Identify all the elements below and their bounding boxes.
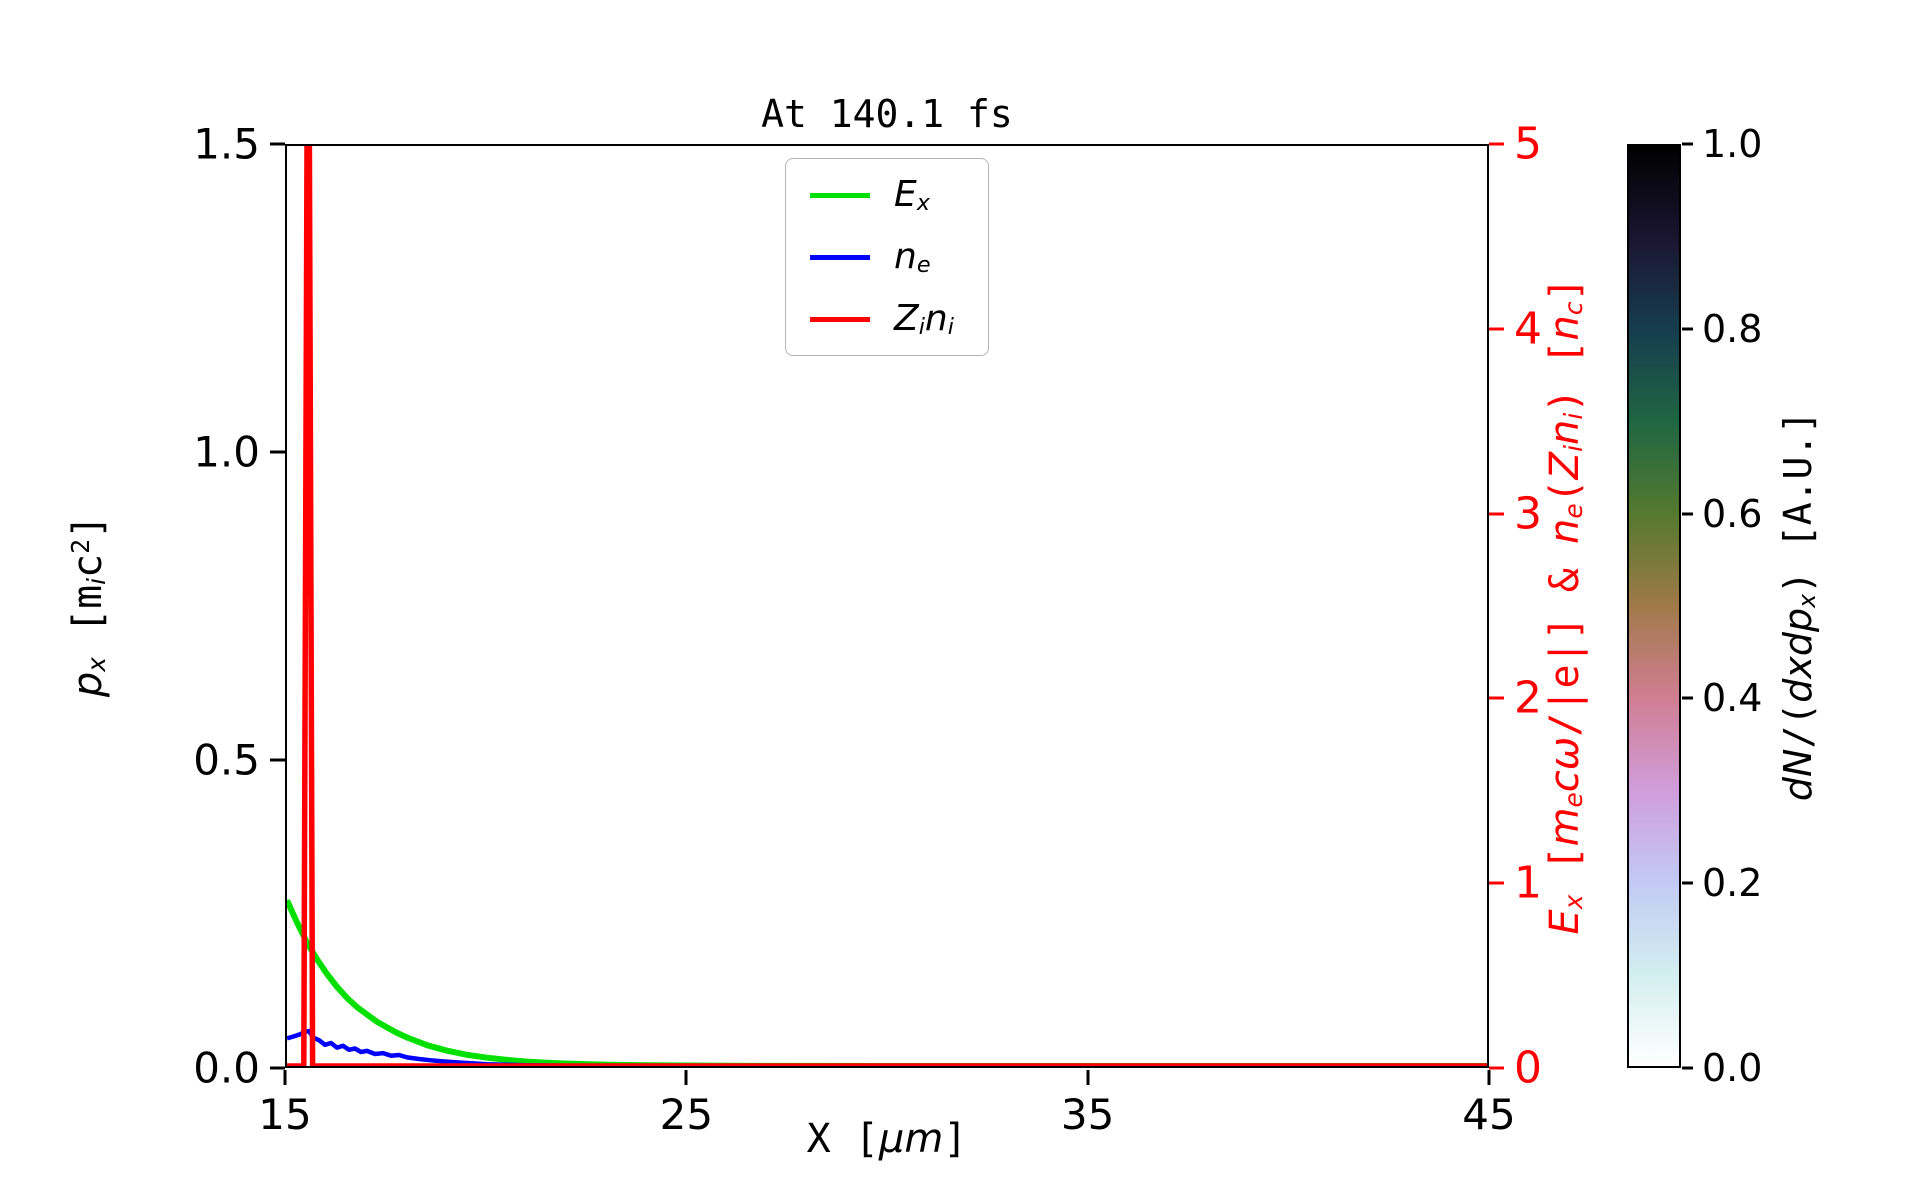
label-segment: e <box>916 252 931 279</box>
tick-mark <box>270 142 285 146</box>
legend-label: Zini <box>894 298 954 341</box>
legend-item-Ex: Ex <box>810 174 954 217</box>
label-segment: μ <box>878 1116 905 1162</box>
label-segment: [A.U.] <box>1776 410 1820 572</box>
tick-label: 4 <box>1514 303 1542 355</box>
label-segment: m <box>65 584 111 609</box>
tick-label: 15 <box>258 1090 312 1139</box>
label-segment: /( <box>1776 702 1820 749</box>
tick-mark <box>1682 327 1693 331</box>
series-line-Ex <box>287 899 1487 1066</box>
plot-area: Ex ne Zini <box>285 144 1489 1068</box>
legend-line-sample <box>810 192 871 198</box>
legend-line-sample <box>810 316 871 322</box>
label-segment: x <box>1776 656 1820 679</box>
tick-mark <box>1489 696 1504 700</box>
label-segment: X [ <box>806 1116 879 1162</box>
y-axis-left-ticks: 0.0 0.5 1.0 1.5 <box>125 120 285 1093</box>
tick-label: 0.0 <box>1702 1046 1763 1090</box>
legend-line-sample <box>810 254 871 260</box>
tick-mark <box>684 1070 688 1085</box>
tick-label: 0.8 <box>1702 306 1763 351</box>
label-segment: 2 <box>65 538 95 554</box>
tick-label: 1 <box>1514 857 1542 909</box>
legend-label: Ex <box>894 174 931 217</box>
label-segment: E <box>894 174 917 215</box>
label-segment: Z <box>894 298 919 339</box>
tick-label: 45 <box>1462 1090 1516 1139</box>
series-line-Zini <box>287 146 1487 1066</box>
tick-mark <box>270 758 285 762</box>
tick-label: 2 <box>1514 672 1542 724</box>
label-segment: m <box>904 1116 944 1162</box>
tick-label: 0.2 <box>1702 861 1763 906</box>
tick-label: 1.5 <box>193 119 260 169</box>
label-segment: d <box>1776 632 1820 657</box>
tick-label: 0.4 <box>1702 676 1763 721</box>
label-segment: [ <box>65 608 111 658</box>
tick-mark <box>1489 881 1504 885</box>
colorbar-gradient <box>1629 146 1679 1066</box>
tick-label: 0.5 <box>193 735 260 785</box>
colorbar-label: dN/(dxdpx) [A.U.] <box>1776 410 1822 802</box>
label-segment: p <box>65 671 111 698</box>
tick-label: 5 <box>1514 118 1542 170</box>
label-segment: x <box>916 190 931 217</box>
label-segment: i <box>918 314 925 341</box>
tick-mark <box>270 450 285 454</box>
label-segment: ] <box>943 1116 968 1162</box>
label-segment: i <box>947 314 954 341</box>
colorbar <box>1627 144 1681 1068</box>
tick-mark <box>1487 1070 1491 1085</box>
tick-mark <box>1682 142 1693 146</box>
tick-mark <box>270 1066 285 1070</box>
legend: Ex ne Zini <box>785 158 989 356</box>
y-axis-right-ticks: 0 1 2 3 4 5 <box>1489 119 1629 1094</box>
y-axis-label-left: px [mic2] <box>65 515 111 697</box>
tick-mark <box>1682 696 1693 700</box>
tick-mark <box>1489 142 1504 146</box>
tick-label: 1.0 <box>193 427 260 477</box>
tick-label: 3 <box>1514 488 1542 540</box>
label-segment: c <box>65 553 111 578</box>
tick-label: 35 <box>1060 1090 1115 1139</box>
tick-label: 0 <box>1514 1042 1542 1094</box>
tick-label: 0.6 <box>1702 491 1763 536</box>
tick-label: 25 <box>659 1090 714 1139</box>
label-segment: ) <box>1776 571 1820 594</box>
x-axis-label: X [μm] <box>285 1116 1489 1162</box>
label-segment: d <box>1776 776 1820 802</box>
series-line-ne <box>287 1028 1487 1066</box>
tick-label: 1.0 <box>1702 122 1763 166</box>
tick-mark <box>1086 1070 1090 1085</box>
label-segment: ] <box>65 514 111 539</box>
tick-mark <box>283 1070 287 1085</box>
legend-item-ne: ne <box>810 236 954 279</box>
label-segment: x <box>82 657 112 672</box>
legend-label: ne <box>894 236 931 279</box>
tick-mark <box>1489 512 1504 516</box>
label-segment: N <box>1776 748 1820 777</box>
tick-mark <box>1682 1066 1693 1070</box>
x-axis-ticks: 15 25 35 45 <box>258 1068 1516 1142</box>
tick-label: 0.0 <box>193 1043 260 1093</box>
label-segment: i <box>82 577 112 585</box>
label-segment: n <box>894 236 917 277</box>
label-segment: n <box>924 298 948 339</box>
label-segment: d <box>1776 678 1820 703</box>
tick-mark <box>1682 512 1693 516</box>
tick-mark <box>1489 1066 1504 1070</box>
label-segment: p <box>1776 607 1820 633</box>
colorbar-ticks: 0.0 0.2 0.4 0.6 0.8 1.0 <box>1682 122 1812 1090</box>
plot-title: At 140.1 fs <box>761 92 1013 136</box>
legend-item-Zini: Zini <box>810 298 954 341</box>
tick-mark <box>1489 327 1504 331</box>
label-segment: x <box>1793 593 1822 608</box>
plot-canvas <box>287 146 1487 1066</box>
tick-mark <box>1682 881 1693 885</box>
